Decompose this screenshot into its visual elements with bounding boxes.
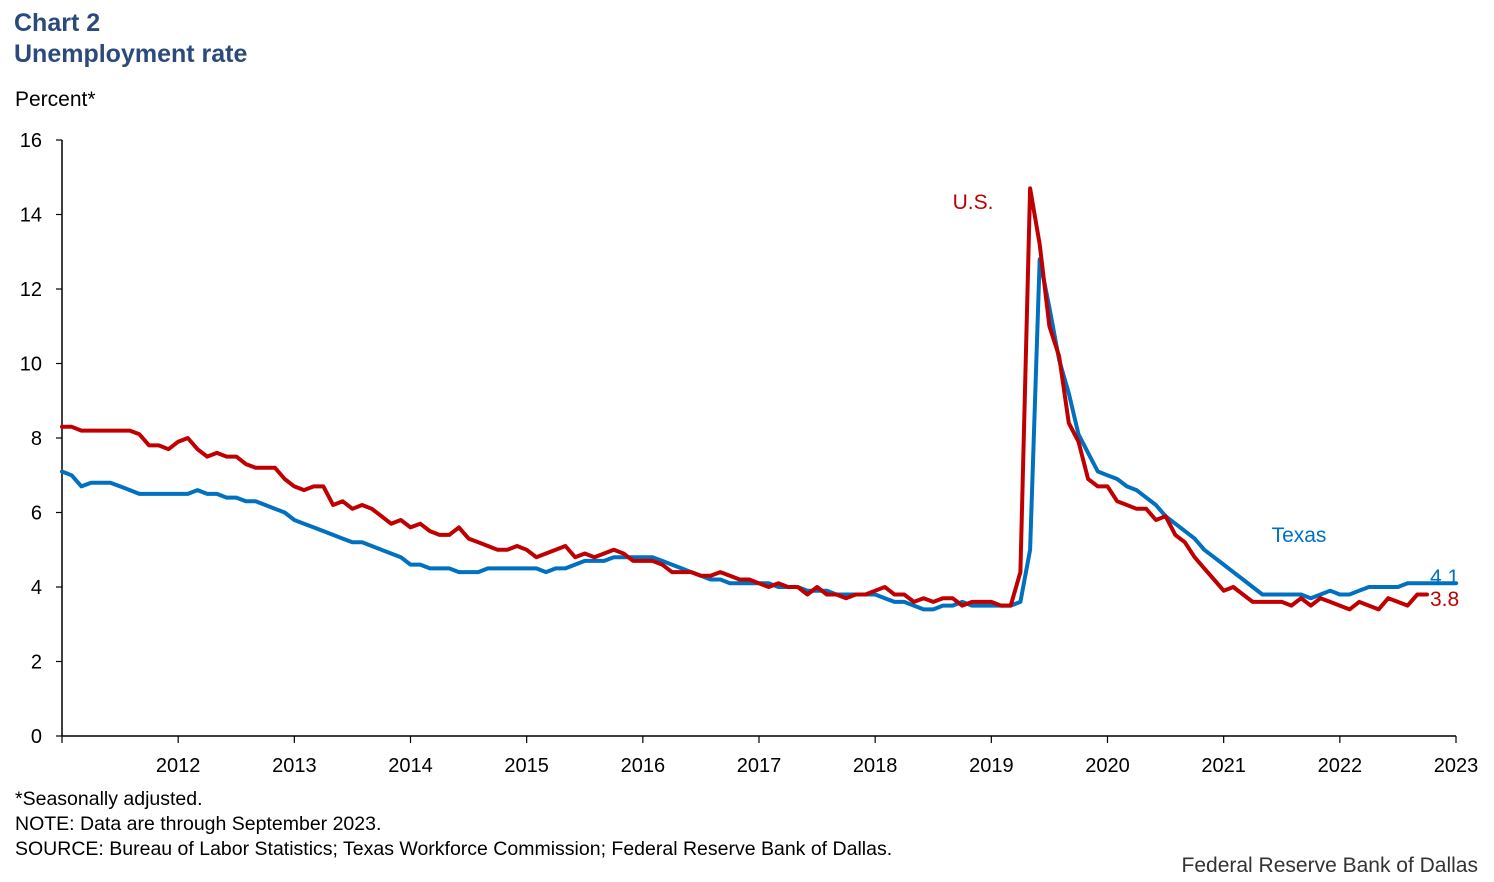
y-tick-label: 14 — [20, 205, 42, 227]
x-tick-label: 2012 — [156, 755, 201, 777]
texas-series-line — [60, 257, 1458, 612]
us-series-label: U.S. — [953, 191, 994, 214]
credit-line: Federal Reserve Bank of Dallas — [1181, 854, 1478, 877]
y-tick-label: 6 — [31, 503, 42, 525]
y-axis-unit-label: Percent* — [15, 88, 96, 111]
x-tick-label: 2018 — [853, 755, 898, 777]
us-end-value: 3.8 — [1430, 588, 1459, 611]
x-tick-label: 2023 — [1434, 755, 1479, 777]
data-note: NOTE: Data are through September 2023. — [15, 813, 382, 835]
footnotes: *Seasonally adjusted. NOTE: Data are thr… — [15, 787, 892, 862]
texas-series-label: Texas — [1272, 524, 1327, 547]
y-tick-label: 16 — [20, 130, 42, 152]
x-tick-label: 2020 — [1085, 755, 1130, 777]
texas-end-value: 4.1 — [1430, 566, 1459, 589]
title-block: Chart 2 Unemployment rate — [14, 8, 247, 70]
series-labels: U.S. Texas 4.13.8 — [953, 191, 1460, 611]
y-tick-label: 12 — [20, 279, 42, 301]
seasonal-note: *Seasonally adjusted. — [15, 788, 203, 810]
us-series-line — [60, 186, 1429, 612]
source-note: SOURCE: Bureau of Labor Statistics; Texa… — [15, 838, 893, 860]
chart-number: Chart 2 — [14, 9, 101, 37]
chart-title: Unemployment rate — [14, 40, 248, 68]
x-tick-label: 2019 — [969, 755, 1014, 777]
series-layer — [60, 186, 1458, 612]
y-tick-label: 4 — [31, 577, 42, 599]
x-tick-label: 2021 — [1201, 755, 1246, 777]
chart-axes: 0 2 4 6 8 10 12 14 16 2012 2013 2014 2015 2016 2017 201… — [20, 130, 1479, 777]
x-tick-label: 2015 — [504, 755, 549, 777]
y-tick-label: 2 — [31, 652, 42, 674]
x-tick-label: 2016 — [621, 755, 666, 777]
y-tick-label: 10 — [20, 354, 42, 376]
y-tick-label: 8 — [31, 428, 42, 450]
x-tick-label: 2022 — [1318, 755, 1363, 777]
x-tick-label: 2014 — [388, 755, 433, 777]
x-tick-label: 2013 — [272, 755, 317, 777]
x-tick-label: 2017 — [737, 755, 782, 777]
y-tick-label: 0 — [31, 726, 42, 748]
